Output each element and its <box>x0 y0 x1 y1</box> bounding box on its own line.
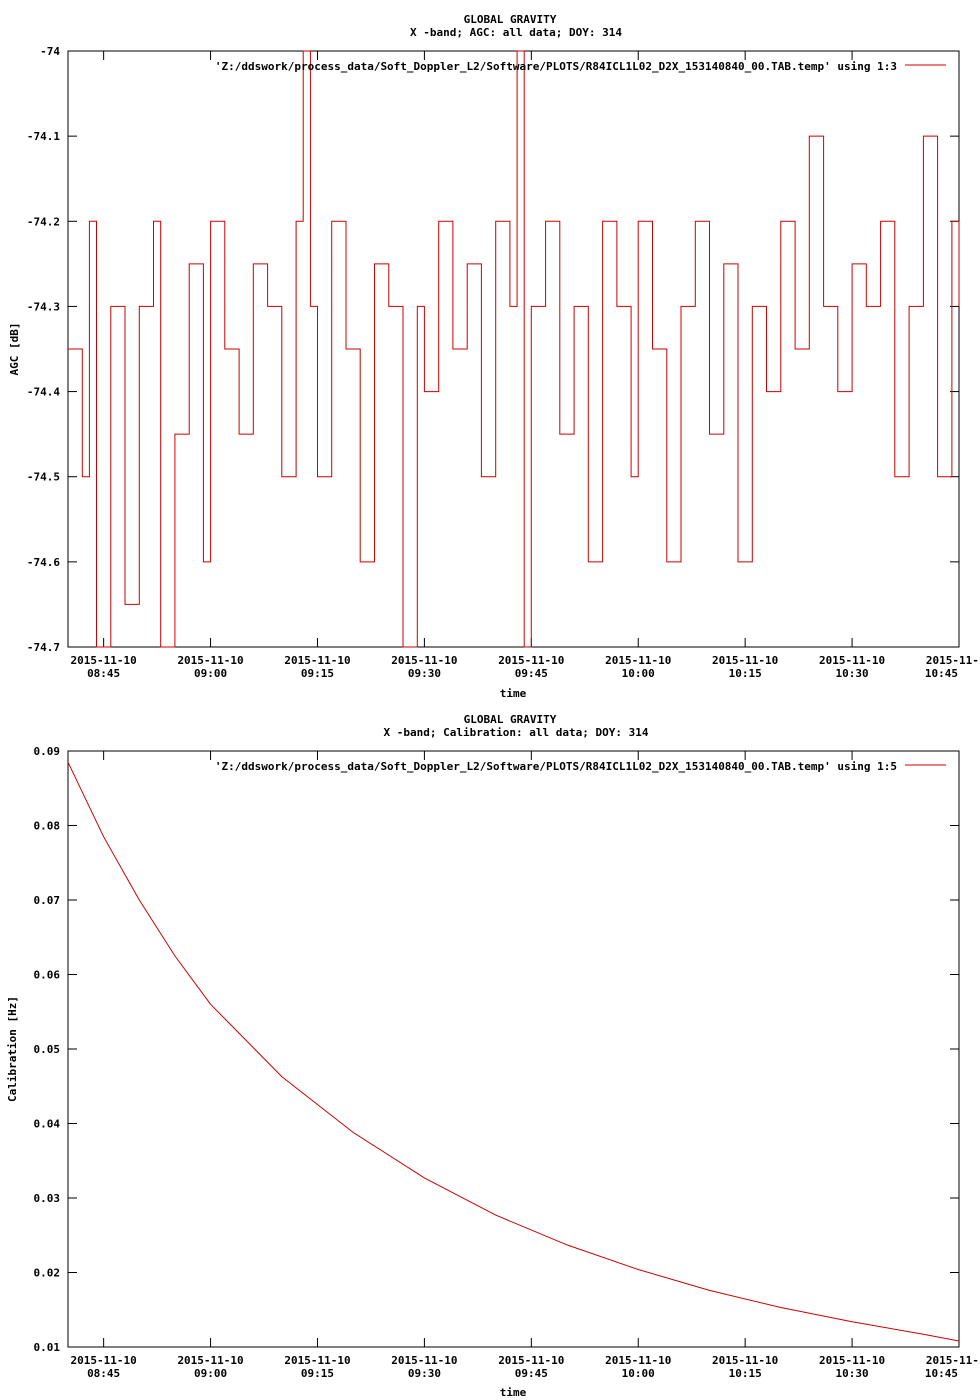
agc-x-tick-date: 2015-11-10 <box>177 654 243 667</box>
agc-x-tick-time: 10:45 <box>925 667 958 680</box>
agc-x-tick-date: 2015-11-10 <box>605 654 671 667</box>
calibration-y-tick-label: 0.06 <box>34 969 61 982</box>
calibration-x-tick-date: 2015-11-10 <box>819 1354 885 1367</box>
agc-x-tick-time: 10:30 <box>836 667 869 680</box>
agc-y-axis-label: AGC [dB] <box>8 323 21 376</box>
agc-x-tick-date: 2015-11-10 <box>498 654 564 667</box>
calibration-x-tick-date: 2015-11-10 <box>177 1354 243 1367</box>
calibration-x-tick-date: 2015-11-10 <box>712 1354 778 1367</box>
calibration-title: GLOBAL GRAVITY <box>464 713 557 726</box>
agc-y-tick-label: -74.5 <box>27 471 60 484</box>
agc-y-tick-label: -74.1 <box>27 130 60 143</box>
calibration-y-tick-label: 0.03 <box>34 1192 61 1205</box>
agc-x-tick-time: 09:15 <box>301 667 334 680</box>
agc-series-line <box>68 50 960 648</box>
calibration-x-tick-time: 09:15 <box>301 1367 334 1380</box>
agc-x-tick-date: 2015-11-10 <box>712 654 778 667</box>
agc-y-tick-label: -74.7 <box>27 641 60 654</box>
calibration-y-tick-label: 0.01 <box>34 1341 61 1354</box>
calibration-x-tick-time: 09:30 <box>408 1367 441 1380</box>
agc-x-tick-time: 09:45 <box>515 667 548 680</box>
calibration-x-tick-time: 10:30 <box>836 1367 869 1380</box>
calibration-x-tick-date: 2015-11-10 <box>926 1354 980 1367</box>
agc-y-tick-label: -74.6 <box>27 556 60 569</box>
calibration-y-tick-label: 0.07 <box>34 894 61 907</box>
calibration-plot-frame <box>67 750 960 1348</box>
agc-y-tick-label: -74.2 <box>27 215 60 228</box>
calibration-y-tick-label: 0.05 <box>34 1043 61 1056</box>
agc-y-ticks: -74 -74.1 -74.2 -74.3 -74.4 -74.5 -74.6 -74.7 <box>27 45 959 654</box>
agc-x-tick-time: 09:30 <box>408 667 441 680</box>
calibration-x-tick-time: 08:45 <box>87 1367 120 1380</box>
calibration-x-tick-time: 09:45 <box>515 1367 548 1380</box>
agc-x-tick-date: 2015-11-10 <box>819 654 885 667</box>
calibration-x-axis-label: time <box>500 1386 527 1399</box>
calibration-x-tick-time: 10:15 <box>729 1367 762 1380</box>
calibration-y-tick-label: 0.02 <box>34 1267 61 1280</box>
agc-x-tick-time: 08:45 <box>87 667 120 680</box>
agc-x-tick-time: 10:15 <box>729 667 762 680</box>
agc-y-tick-label: -74.4 <box>27 386 60 399</box>
agc-x-tick-date: 2015-11-10 <box>926 654 980 667</box>
calibration-x-ticks: 2015-11-1008:452015-11-1009:002015-11-10… <box>71 751 980 1380</box>
agc-y-tick-label: -74.3 <box>27 300 60 313</box>
calibration-series-line <box>67 761 960 1342</box>
calibration-y-tick-label: 0.04 <box>34 1118 61 1131</box>
calibration-x-tick-date: 2015-11-10 <box>498 1354 564 1367</box>
calibration-x-tick-time: 09:00 <box>194 1367 227 1380</box>
agc-x-ticks: 2015-11-1008:452015-11-1009:002015-11-10… <box>71 51 980 680</box>
agc-legend-label: 'Z:/ddswork/process_data/Soft_Doppler_L2… <box>215 60 897 73</box>
agc-x-tick-time: 10:00 <box>622 667 655 680</box>
calibration-panel: GLOBAL GRAVITY X -band; Calibration: all… <box>6 713 980 1399</box>
calibration-y-tick-label: 0.09 <box>34 745 61 758</box>
calibration-x-tick-date: 2015-11-10 <box>71 1354 137 1367</box>
calibration-y-axis-label: Calibration [Hz] <box>6 996 19 1102</box>
calibration-subtitle: X -band; Calibration: all data; DOY: 314 <box>384 726 649 739</box>
calibration-x-tick-time: 10:00 <box>622 1367 655 1380</box>
calibration-x-tick-date: 2015-11-10 <box>284 1354 350 1367</box>
agc-title: GLOBAL GRAVITY <box>464 13 557 26</box>
calibration-x-tick-time: 10:45 <box>925 1367 958 1380</box>
calibration-x-tick-date: 2015-11-10 <box>605 1354 671 1367</box>
agc-subtitle: X -band; AGC: all data; DOY: 314 <box>410 26 622 39</box>
agc-x-tick-date: 2015-11-10 <box>391 654 457 667</box>
agc-x-axis-label: time <box>500 687 527 700</box>
calibration-legend-label: 'Z:/ddswork/process_data/Soft_Doppler_L2… <box>215 760 897 773</box>
calibration-y-tick-label: 0.08 <box>34 820 61 833</box>
calibration-y-ticks: 0.09 0.08 0.07 0.06 0.05 0.04 0.03 0.02 0.01 <box>34 745 959 1354</box>
agc-x-tick-date: 2015-11-10 <box>71 654 137 667</box>
agc-panel: GLOBAL GRAVITY X -band; AGC: all data; D… <box>8 13 980 700</box>
calibration-x-tick-date: 2015-11-10 <box>391 1354 457 1367</box>
agc-plot-frame <box>67 50 960 648</box>
agc-y-tick-label: -74 <box>40 45 60 58</box>
agc-x-tick-time: 09:00 <box>194 667 227 680</box>
agc-x-tick-date: 2015-11-10 <box>284 654 350 667</box>
